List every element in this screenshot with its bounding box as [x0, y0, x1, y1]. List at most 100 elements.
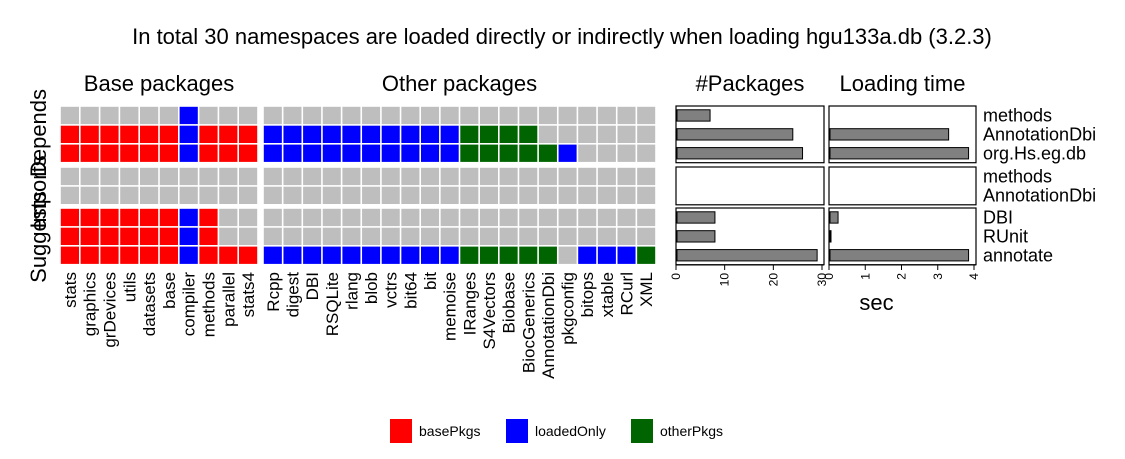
other-panel-bg: [263, 208, 656, 265]
tile-depends-AnnotationDbi-pkgconfig: [558, 125, 577, 143]
tile-depends-methods-grDevices: [100, 106, 119, 125]
tile-suggests-RUnit-compiler: [179, 227, 198, 245]
tile-depends-org.Hs.eg.db-grDevices: [100, 144, 119, 162]
tile-depends-org.Hs.eg.db-stats4: [239, 144, 258, 162]
tile-depends-org.Hs.eg.db-bit: [421, 144, 440, 162]
tile-suggests-annotate-DBI: [303, 246, 322, 264]
tile-depends-org.Hs.eg.db-Biobase: [499, 144, 518, 162]
tile-imports-AnnotationDbi-XML: [637, 186, 656, 204]
tile-depends-org.Hs.eg.db-xtable: [597, 144, 616, 162]
tile-depends-methods-methods: [199, 106, 218, 125]
tile-depends-methods-stats4: [239, 106, 258, 125]
tile-depends-AnnotationDbi-DBI: [303, 125, 322, 143]
xtick-base-utils: utils: [120, 272, 139, 302]
tile-suggests-RUnit-AnnotationDbi: [538, 227, 557, 245]
time-tick-label-4: 4: [967, 273, 981, 280]
tile-suggests-annotate-stats: [60, 246, 79, 264]
strip-other-packages: Other packages: [382, 71, 537, 96]
npkg-panel-frame: [675, 166, 825, 206]
xtick-other-IRanges: IRanges: [460, 272, 479, 335]
tile-depends-methods-BiocGenerics: [519, 106, 538, 125]
xtick-other-AnnotationDbi: AnnotationDbi: [539, 272, 558, 379]
tile-suggests-annotate-memoise: [440, 246, 459, 264]
tile-suggests-RUnit-DBI: [303, 227, 322, 245]
tile-suggests-annotate-AnnotationDbi: [538, 246, 557, 264]
tile-suggests-annotate-RSQLite: [322, 246, 341, 264]
tile-imports-AnnotationDbi-RSQLite: [322, 186, 341, 204]
tile-depends-AnnotationDbi-XML: [637, 125, 656, 143]
tile-depends-methods-memoise: [440, 106, 459, 125]
tile-suggests-DBI-vctrs: [381, 208, 400, 227]
tile-suggests-RUnit-stats4: [239, 227, 258, 245]
tile-depends-AnnotationDbi-bit64: [401, 125, 420, 143]
tile-suggests-DBI-utils: [120, 208, 139, 227]
tile-depends-AnnotationDbi-digest: [283, 125, 302, 143]
xtick-other-RSQLite: RSQLite: [323, 272, 342, 336]
tile-depends-methods-Rcpp: [263, 106, 282, 125]
xtick-base-stats: stats: [61, 272, 80, 308]
tile-suggests-annotate-xtable: [597, 246, 616, 264]
npkg-tick-label-30: 30: [815, 273, 829, 287]
tile-depends-methods-graphics: [80, 106, 99, 125]
tile-depends-org.Hs.eg.db-rlang: [342, 144, 361, 162]
tile-imports-AnnotationDbi-digest: [283, 186, 302, 204]
tile-suggests-annotate-IRanges: [460, 246, 479, 264]
tile-depends-methods-bit64: [401, 106, 420, 125]
tile-imports-methods-graphics: [80, 167, 99, 186]
tile-depends-AnnotationDbi-AnnotationDbi: [538, 125, 557, 143]
tile-depends-AnnotationDbi-RCurl: [617, 125, 636, 143]
xtick-other-bit: bit: [421, 272, 440, 290]
tile-depends-methods-vctrs: [381, 106, 400, 125]
xtick-base-methods: methods: [200, 272, 219, 337]
tile-suggests-annotate-compiler: [179, 246, 198, 264]
tile-depends-org.Hs.eg.db-graphics: [80, 144, 99, 162]
tile-suggests-RUnit-datasets: [140, 227, 159, 245]
tile-suggests-RUnit-Rcpp: [263, 227, 282, 245]
npkg-tick-label-20: 20: [766, 273, 780, 287]
xtick-other-XML: XML: [637, 272, 656, 307]
tile-depends-org.Hs.eg.db-datasets: [140, 144, 159, 162]
xtick-other-BiocGenerics: BiocGenerics: [519, 272, 538, 373]
tile-imports-AnnotationDbi-parallel: [219, 186, 238, 204]
tile-imports-methods-bitops: [578, 167, 597, 186]
tile-suggests-annotate-vctrs: [381, 246, 400, 264]
tile-suggests-DBI-grDevices: [100, 208, 119, 227]
tile-depends-methods-bitops: [578, 106, 597, 125]
tile-imports-methods-bit64: [401, 167, 420, 186]
legend-label-otherPkgs: otherPkgs: [660, 423, 723, 439]
tile-imports-methods-stats4: [239, 167, 258, 186]
tile-suggests-RUnit-graphics: [80, 227, 99, 245]
tile-depends-org.Hs.eg.db-utils: [120, 144, 139, 162]
tile-suggests-DBI-methods: [199, 208, 218, 227]
tile-depends-org.Hs.eg.db-RSQLite: [322, 144, 341, 162]
tile-suggests-DBI-AnnotationDbi: [538, 208, 557, 227]
xtick-other-blob: blob: [362, 272, 381, 304]
tile-imports-methods-parallel: [219, 167, 238, 186]
tile-suggests-RUnit-BiocGenerics: [519, 227, 538, 245]
tile-depends-AnnotationDbi-compiler: [179, 125, 198, 143]
tile-depends-AnnotationDbi-bitops: [578, 125, 597, 143]
tile-imports-methods-methods: [199, 167, 218, 186]
tile-suggests-RUnit-RSQLite: [322, 227, 341, 245]
tile-suggests-DBI-bit: [421, 208, 440, 227]
tile-suggests-DBI-parallel: [219, 208, 238, 227]
legend-label-basePkgs: basePkgs: [419, 423, 480, 439]
xtick-base-stats4: stats4: [239, 272, 258, 317]
tile-suggests-annotate-S4Vectors: [479, 246, 498, 264]
tile-depends-AnnotationDbi-RSQLite: [322, 125, 341, 143]
tile-depends-methods-AnnotationDbi: [538, 106, 557, 125]
tile-depends-AnnotationDbi-utils: [120, 125, 139, 143]
legend-swatch-otherPkgs: [631, 419, 653, 443]
row-label-suggests-RUnit: RUnit: [983, 226, 1028, 246]
time-bar-depends-AnnotationDbi: [829, 128, 950, 141]
tile-imports-AnnotationDbi-grDevices: [100, 186, 119, 204]
strip-n-packages: #Packages: [696, 71, 805, 96]
tile-suggests-DBI-stats4: [239, 208, 258, 227]
tile-suggests-annotate-Rcpp: [263, 246, 282, 264]
xtick-base-base: base: [160, 272, 179, 309]
tile-imports-AnnotationDbi-stats4: [239, 186, 258, 204]
time-tick-label-2: 2: [895, 273, 909, 280]
tile-suggests-DBI-bit64: [401, 208, 420, 227]
xtick-other-Rcpp: Rcpp: [264, 272, 283, 312]
tile-suggests-DBI-graphics: [80, 208, 99, 227]
